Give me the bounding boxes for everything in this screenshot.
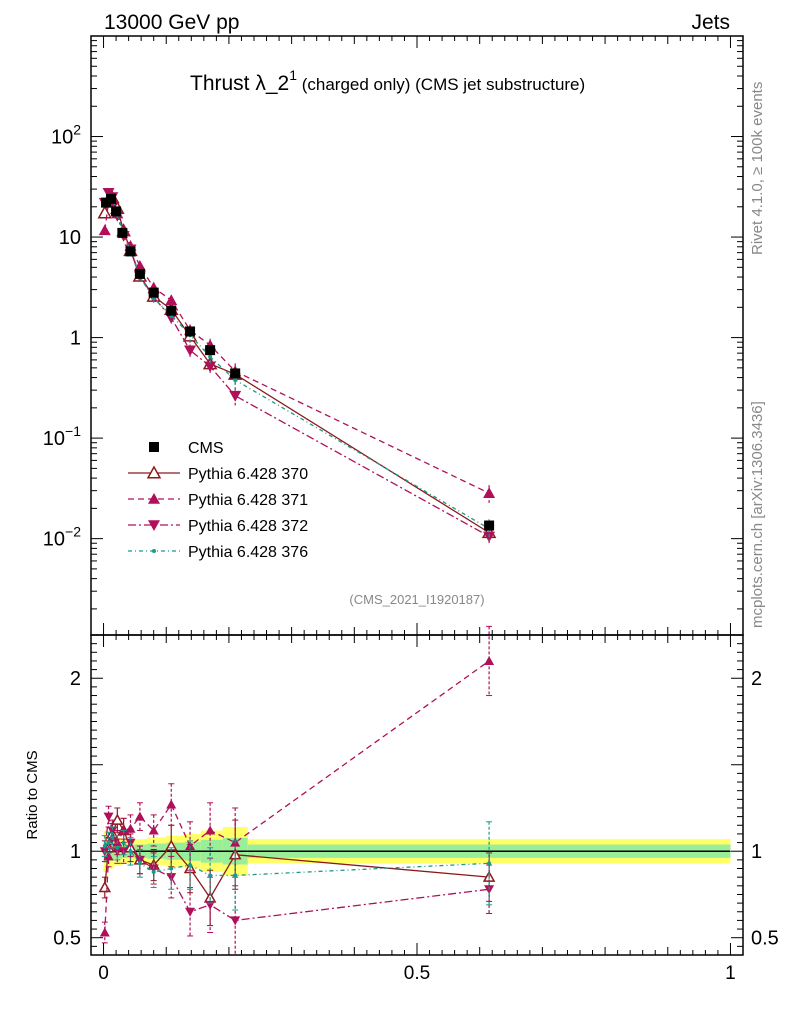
main-y-tick-exp: −2 — [65, 524, 81, 540]
ratio-point-series-3 — [110, 835, 115, 840]
legend-label-series-2: Pythia 6.428 372 — [188, 518, 308, 535]
ratio-point-series-3 — [233, 873, 238, 878]
ratio-point-series-3 — [128, 849, 133, 854]
cms-point — [117, 227, 128, 238]
main-point-series-1 — [483, 487, 496, 498]
ratio-point-series-3 — [106, 840, 111, 845]
main-y-tick-base: 10 — [43, 428, 65, 450]
main-y-tick-label: 10 — [59, 227, 81, 249]
ratio-y-tick-label-right: 1 — [751, 841, 762, 863]
cms-point — [134, 268, 145, 279]
cms-point — [230, 368, 241, 379]
legend-marker-series-1 — [148, 493, 160, 504]
main-point-series-3 — [208, 354, 213, 359]
cms-point — [185, 326, 196, 337]
ratio-point-series-1 — [134, 811, 145, 821]
main-y-tick-label: 10−2 — [43, 524, 81, 551]
ratio-point-series-1 — [99, 927, 110, 937]
ratio-panel-layer — [98, 625, 731, 956]
ratio-point-series-1 — [166, 799, 177, 809]
ratio-point-series-3 — [169, 866, 174, 871]
ratio-point-series-3 — [121, 840, 126, 845]
header-left: 13000 GeV pp — [104, 11, 239, 34]
ratio-point-series-3 — [151, 869, 156, 874]
main-panel-layer — [97, 187, 497, 543]
cms-point — [101, 197, 112, 208]
ratio-ylabel: Ratio to CMS — [24, 750, 41, 839]
ratio-point-series-1 — [185, 841, 196, 851]
main-y-tick-base: 10 — [43, 529, 65, 551]
legend-marker-series-0 — [146, 465, 162, 479]
chart-title-sup: 1 — [289, 67, 297, 83]
legend-label-series-0: Pythia 6.428 370 — [188, 466, 308, 483]
header-right: Jets — [691, 11, 730, 34]
ratio-y-tick-label-right: 2 — [751, 668, 762, 690]
cms-point — [205, 345, 216, 356]
ratio-point-series-2 — [166, 873, 177, 883]
ratio-point-series-3 — [137, 861, 142, 866]
chart-title-main: Thrust λ_2 — [190, 72, 289, 95]
ratio-y-tick-label-left: 1 — [70, 841, 81, 863]
ratio-point-series-3 — [487, 861, 492, 866]
main-point-series-1 — [165, 294, 178, 306]
main-y-tick-label: 102 — [51, 122, 81, 149]
legend-marker-series-3 — [152, 549, 156, 553]
main-point-series-1 — [98, 224, 111, 236]
ratio-frame — [90, 634, 744, 956]
cms-point — [111, 206, 122, 217]
cms-point — [484, 520, 495, 531]
legend-marker-cms — [149, 442, 159, 452]
main-point-series-2 — [204, 361, 217, 373]
ratio-point-series-3 — [102, 844, 107, 849]
ratio-point-series-3 — [208, 873, 213, 878]
main-line-series-2 — [104, 191, 490, 537]
ratio-point-series-1 — [148, 825, 159, 835]
legend-label-series-1: Pythia 6.428 371 — [188, 492, 308, 509]
ratio-line-series-2 — [104, 816, 490, 922]
analysis-id: (CMS_2021_I1920187) — [349, 592, 484, 607]
side-text-bottom: mcplots.cern.ch [arXiv:1306.3436] — [749, 401, 766, 628]
x-tick-label: 0.5 — [404, 963, 430, 984]
ratio-point-series-1 — [103, 851, 114, 861]
side-text-top: Rivet 4.1.0, ≥ 100k events — [749, 82, 766, 255]
main-y-tick-exp: −1 — [65, 423, 81, 439]
ratio-y-tick-label-left: 0.5 — [53, 928, 81, 950]
legend: CMS Pythia 6.428 370 Pythia 6.428 371 Pythi… — [128, 440, 308, 561]
x-tick-label: 1 — [725, 963, 736, 984]
main-point-series-3 — [233, 378, 238, 383]
ratio-point-series-2 — [185, 907, 196, 917]
ratio-point-series-2 — [103, 812, 114, 822]
ratio-y-tick-label-left: 2 — [70, 668, 81, 690]
ratio-line-series-1 — [104, 660, 490, 933]
legend-label-cms: CMS — [188, 440, 224, 457]
cms-point — [106, 193, 117, 204]
main-y-tick-label: 10−1 — [43, 423, 81, 450]
ratio-point-series-2 — [205, 900, 216, 910]
legend-marker-series-2 — [148, 520, 160, 531]
ratio-point-series-0 — [98, 880, 112, 893]
main-point-series-0 — [97, 205, 113, 219]
chart-title-suffix: (charged only) (CMS jet substructure) — [297, 75, 585, 94]
ratio-point-series-1 — [205, 825, 216, 835]
ratio-point-series-1 — [484, 655, 495, 665]
main-point-series-2 — [229, 390, 242, 402]
main-y-tick-exp: 2 — [73, 122, 81, 138]
ratio-point-series-3 — [188, 863, 193, 868]
cms-point — [125, 246, 136, 257]
x-tick-label: 0 — [98, 963, 109, 984]
ratio-point-series-2 — [107, 826, 118, 836]
main-point-series-2 — [184, 345, 197, 357]
cms-point — [148, 287, 159, 298]
main-y-tick-base: 10 — [51, 127, 73, 149]
ratio-y-tick-label-right: 0.5 — [751, 928, 779, 950]
main-y-tick-label: 1 — [70, 328, 81, 350]
chart-title: Thrust λ_21 (charged only) (CMS jet subs… — [190, 67, 585, 95]
legend-label-series-3: Pythia 6.428 376 — [188, 544, 308, 561]
ratio-point-series-2 — [230, 916, 241, 926]
cms-point — [166, 305, 177, 316]
ratio-point-series-3 — [115, 845, 120, 850]
main-line-series-1 — [104, 197, 490, 494]
